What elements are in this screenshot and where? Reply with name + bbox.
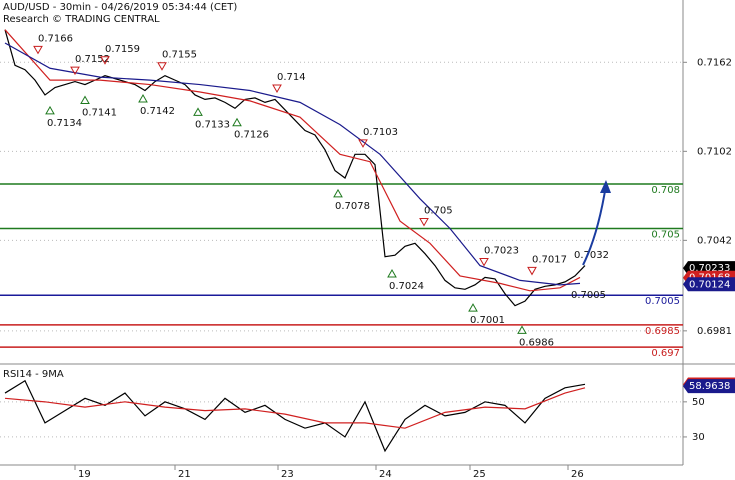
y-tick-label: 0.7162 xyxy=(697,57,732,68)
y-tick-label: 50 xyxy=(692,397,705,408)
annotation-label: 0.7024 xyxy=(389,281,424,292)
level-label: 0.708 xyxy=(651,185,680,196)
annotation-label: 0.7134 xyxy=(47,118,82,129)
arrow-head xyxy=(600,180,611,193)
down-marker xyxy=(419,217,429,227)
level-label: 0.6985 xyxy=(645,326,680,337)
down-marker xyxy=(358,139,368,148)
series-line xyxy=(4,42,581,286)
x-tick-label: 25 xyxy=(473,469,486,480)
up-marker xyxy=(45,105,55,115)
annotation-label: 0.7159 xyxy=(105,44,140,55)
down-marker xyxy=(157,62,167,71)
up-marker xyxy=(517,325,527,334)
down-marker xyxy=(70,66,80,76)
annotation-label: 0.714 xyxy=(277,72,306,83)
annotation-label: 0.7155 xyxy=(162,50,197,61)
annotation-label: 0.7103 xyxy=(363,127,398,138)
down-marker xyxy=(527,266,537,276)
value-box-label: 0.70233 xyxy=(689,263,730,274)
series-line xyxy=(4,379,586,453)
series-line xyxy=(4,387,586,429)
series-line xyxy=(4,29,581,292)
annotation-label: 0.7141 xyxy=(82,107,117,118)
value-box-label: 58.9638 xyxy=(689,381,730,392)
up-marker xyxy=(387,269,397,278)
level-label: 0.705 xyxy=(651,229,680,240)
annotation-label: 0.7133 xyxy=(195,119,230,130)
up-marker xyxy=(80,95,90,104)
annotation-label: 0.7142 xyxy=(140,106,175,117)
annotation-label: 0.7017 xyxy=(532,254,567,265)
y-tick-label: 0.7102 xyxy=(697,146,732,157)
x-tick-label: 21 xyxy=(178,469,191,480)
x-tick-label: 24 xyxy=(379,469,392,480)
annotation-label: 0.7005 xyxy=(571,290,606,301)
level-label: 0.697 xyxy=(651,348,680,359)
y-tick-label: 0.7042 xyxy=(697,235,732,246)
annotation-label: 0.7078 xyxy=(335,201,370,212)
x-tick-label: 19 xyxy=(78,469,91,480)
x-tick-label: 23 xyxy=(281,469,294,480)
chart-subtitle: Research © TRADING CENTRAL xyxy=(3,14,160,25)
down-marker xyxy=(272,84,282,93)
annotation-label: 0.7166 xyxy=(38,33,73,44)
level-label: 0.7005 xyxy=(645,296,680,307)
value-box xyxy=(683,277,735,292)
annotation-label: 0.7001 xyxy=(470,315,505,326)
y-tick-label: 0.6981 xyxy=(697,326,732,337)
down-marker xyxy=(479,258,489,267)
forecast-arrow xyxy=(582,184,607,266)
value-box xyxy=(683,379,735,394)
up-marker xyxy=(468,303,478,312)
up-marker xyxy=(138,93,148,103)
annotation-label: 0.7023 xyxy=(484,246,519,257)
annotation-label: 0.7032 xyxy=(574,250,609,261)
rsi-title: RSI14 - 9MA xyxy=(3,369,64,380)
up-marker xyxy=(193,107,203,116)
annotation-label: 0.705 xyxy=(424,205,453,216)
y-tick-label: 30 xyxy=(692,432,705,443)
value-box-label: 0.70124 xyxy=(689,279,730,290)
down-marker xyxy=(33,45,43,55)
up-marker xyxy=(333,188,343,198)
x-tick-label: 26 xyxy=(571,469,584,480)
annotation-label: 0.7126 xyxy=(234,130,269,141)
annotation-label: 0.6986 xyxy=(519,337,554,348)
chart-title: AUD/USD - 30min - 04/26/2019 05:34:44 (C… xyxy=(3,2,237,13)
annotation-label: 0.7152 xyxy=(75,54,110,65)
down-marker xyxy=(100,56,110,65)
up-marker xyxy=(232,117,242,127)
plot: 0.7162 0.7102 0.7042 0.6981 50 30 19 21 23 24 25 26… xyxy=(0,29,735,480)
